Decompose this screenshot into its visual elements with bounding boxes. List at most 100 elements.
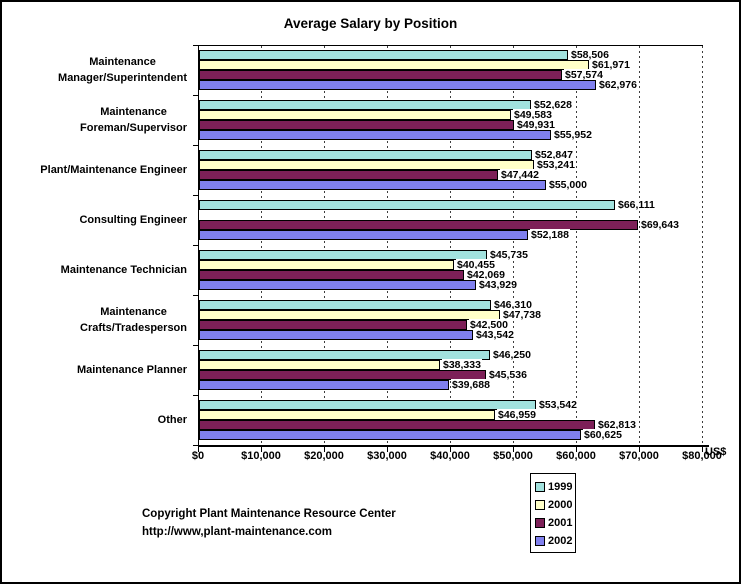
bar-value-label: $53,241: [536, 159, 576, 171]
value-tick: [513, 447, 514, 452]
bar-1999: [199, 300, 491, 310]
gridline-70000: [639, 46, 640, 445]
value-tick-label: $30,000: [367, 450, 407, 462]
bar-value-label: $45,735: [489, 249, 529, 261]
bar-value-label: $52,188: [530, 229, 570, 241]
gridline-50000: [513, 46, 514, 445]
value-tick-label: $50,000: [493, 450, 533, 462]
bar-value-label: $52,628: [533, 99, 573, 111]
bar-2001: [199, 70, 562, 80]
value-tick: [702, 447, 703, 452]
bar-value-label: $40,455: [456, 259, 496, 271]
legend-label: 1999: [548, 480, 573, 493]
gridline-20000: [324, 46, 325, 445]
value-tick-label: $60,000: [556, 450, 596, 462]
category-label: Maintenance Technician: [61, 245, 187, 295]
gridline-10000: [261, 46, 262, 445]
legend-swatch-1999: [535, 481, 545, 492]
value-tick: [261, 447, 262, 452]
value-tick-label: $80,000: [682, 450, 722, 462]
value-tick-label: $70,000: [619, 450, 659, 462]
bar-2000: [199, 110, 511, 120]
bar-value-label: $58,506: [570, 49, 610, 61]
bar-1999: [199, 200, 615, 210]
bar-2000: [199, 60, 589, 70]
bar-value-label: $42,500: [469, 319, 509, 331]
legend-item-2002: 2002: [535, 533, 575, 548]
category-tick: [193, 195, 198, 196]
category-tick: [193, 445, 198, 446]
bar-value-label: $39,688: [451, 379, 491, 391]
legend-swatch-2002: [535, 535, 545, 546]
gridline-30000: [387, 46, 388, 445]
category-axis-line: [198, 45, 199, 445]
category-label: Plant/Maintenance Engineer: [40, 145, 187, 195]
copyright-url: http://www,plant-maintenance.com: [142, 526, 332, 538]
category-label-line: Crafts/Tradesperson: [80, 322, 187, 334]
bar-value-label: $38,333: [442, 359, 482, 371]
bar-2002: [199, 380, 449, 390]
bar-2001: [199, 120, 514, 130]
bar-value-label: $62,976: [598, 79, 638, 91]
category-label: Maintenance Planner: [77, 345, 187, 395]
category-label: Maintenance Crafts/Tradesperson: [80, 295, 187, 345]
bar-2002: [199, 330, 473, 340]
copyright-line: Copyright Plant Maintenance Resource Cen…: [142, 508, 396, 520]
chart-title: Average Salary by Position: [283, 16, 458, 31]
value-tick: [639, 447, 640, 452]
gridline-40000: [450, 46, 451, 445]
bar-value-label: $42,069: [466, 269, 506, 281]
bar-1999: [199, 50, 568, 60]
bar-2000: [199, 360, 440, 370]
value-tick: [324, 447, 325, 452]
bar-1999: [199, 350, 490, 360]
category-label-line: Maintenance Technician: [60, 264, 187, 276]
category-label-line: Foreman/Supervisor: [80, 122, 187, 134]
category-tick: [193, 395, 198, 396]
bar-value-label: $66,111: [617, 199, 656, 211]
legend-label: 2000: [548, 498, 573, 511]
category-tick: [193, 295, 198, 296]
gridline-80000: [702, 46, 703, 445]
bar-2001: [199, 220, 638, 230]
gridline-60000: [576, 46, 577, 445]
bar-value-label: $55,000: [548, 179, 588, 191]
category-label-line: Consulting Engineer: [79, 214, 187, 226]
bar-value-label: $43,929: [478, 279, 518, 291]
bar-value-label: $53,542: [538, 399, 578, 411]
category-label-line: Plant/Maintenance Engineer: [40, 164, 187, 176]
bar-2000: [199, 410, 495, 420]
legend-item-2001: 2001: [535, 515, 575, 530]
value-axis-line: [198, 445, 709, 447]
plot-top-border: [198, 45, 703, 46]
category-label: Consulting Engineer: [79, 195, 187, 245]
bar-value-label: $62,813: [597, 419, 637, 431]
bar-2002: [199, 280, 476, 290]
legend-swatch-2000: [535, 499, 545, 510]
category-tick: [193, 95, 198, 96]
copyright-block: Copyright Plant Maintenance Resource Cen…: [142, 505, 396, 541]
legend: 1999 2000 2001 2002: [530, 473, 576, 553]
bar-value-label: $49,931: [516, 119, 556, 131]
bar-2000: [199, 310, 500, 320]
bar-1999: [199, 100, 531, 110]
bar-2000: [199, 260, 454, 270]
bar-2002: [199, 230, 528, 240]
bar-value-label: $46,250: [492, 349, 532, 361]
bar-value-label: $61,971: [591, 59, 631, 71]
bar-2001: [199, 320, 467, 330]
value-tick: [387, 447, 388, 452]
bar-2001: [199, 270, 464, 280]
category-label-line: Maintenance: [100, 306, 167, 318]
bar-2002: [199, 180, 546, 190]
category-tick: [193, 45, 198, 46]
bar-value-label: $69,643: [640, 219, 680, 231]
category-label-line: Maintenance: [89, 56, 156, 68]
legend-label: 2002: [548, 534, 573, 547]
bar-value-label: $52,847: [534, 149, 574, 161]
bar-value-label: $45,536: [488, 369, 528, 381]
category-label-line: Other: [157, 414, 187, 426]
value-tick-label: $40,000: [430, 450, 470, 462]
bar-value-label: $46,959: [497, 409, 537, 421]
